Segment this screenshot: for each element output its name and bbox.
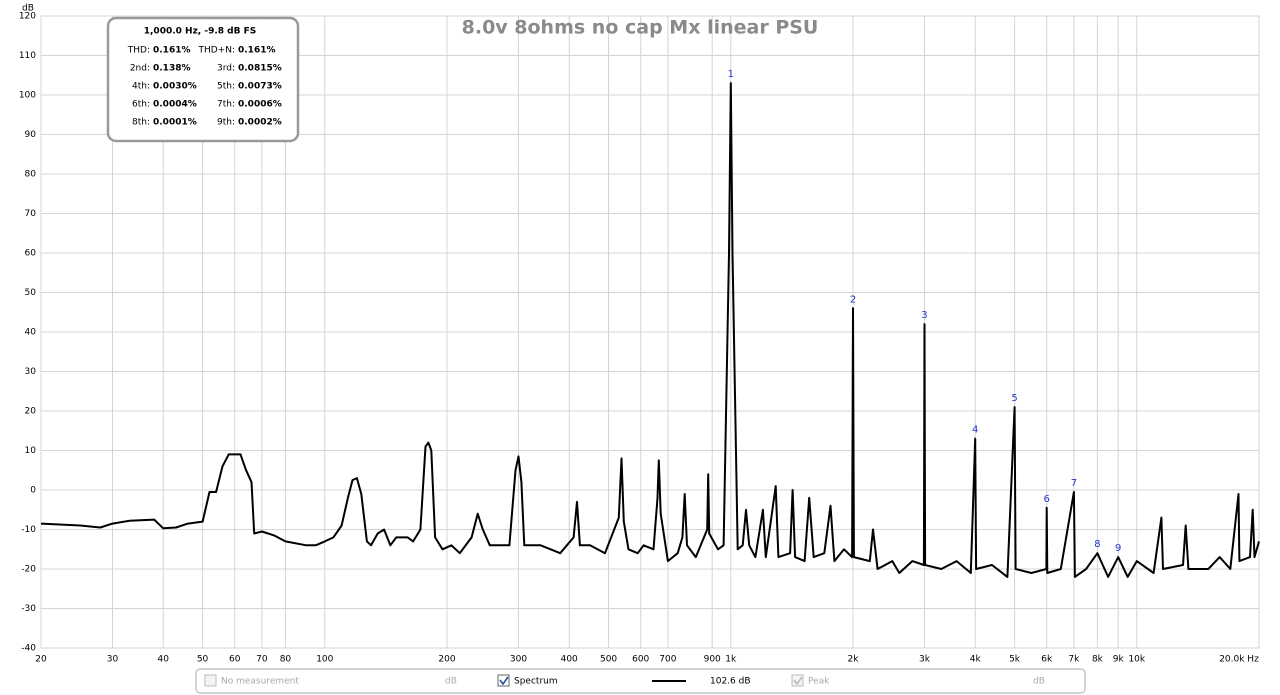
x-tick-label: 40 [157,655,169,665]
x-tick-label: 300 [510,655,527,665]
y-tick-label: 80 [25,170,37,180]
info-value: 0.0002% [238,118,282,128]
x-tick-label: 20 [35,655,47,665]
info-value: 0.0006% [238,100,282,110]
y-tick-label: 40 [25,328,37,338]
legend-value: 102.6 dB [710,677,751,687]
harmonic-label: 2 [850,294,856,305]
y-tick-label: 50 [25,288,37,298]
legend: No measurement dB Spectrum 102.6 dB Peak… [195,668,1086,694]
legend-label: Spectrum [514,677,558,687]
info-value: 0.138% [153,64,191,74]
checkbox[interactable] [791,674,804,687]
info-value: 0.0030% [153,82,197,92]
harmonic-label: 7 [1071,478,1077,489]
harmonic-label: 8 [1094,539,1100,550]
x-tick-label: 70 [256,655,268,665]
harmonic-label: 3 [921,310,927,321]
y-tick-label: -30 [21,604,36,614]
check-mark [499,676,509,686]
info-title: 1,000.0 Hz, -9.8 dB FS [144,27,256,37]
y-tick-label: 20 [25,407,37,417]
info-rows: THD: 0.161% THD+N: 0.161%2nd: 0.138% 3rd: 0.08… [127,46,282,128]
x-tick-label: 50 [197,655,209,665]
x-tick-label: 3k [919,655,931,665]
info-value: 0.0001% [153,118,197,128]
x-tick-label: 2k [848,655,860,665]
x-tick-label: 30 [107,655,119,665]
plot [40,82,1260,578]
info-value: 0.161% [153,46,191,56]
x-tick-label: 20.0k Hz [1219,655,1259,665]
info-label: THD: [127,46,150,56]
legend-label: No measurement [221,677,299,687]
y-tick-label: -40 [21,644,36,654]
x-tick-label: 400 [561,655,578,665]
y-unit: dB [22,4,34,14]
x-tick-label: 9k [1113,655,1125,665]
x-tick-label: 200 [438,655,455,665]
info-label: 6th: [132,100,150,110]
y-tick-label: 90 [25,130,37,140]
info-value: 0.0004% [153,100,197,110]
harmonic-label: 4 [972,425,978,436]
x-tick-label: 80 [280,655,292,665]
x-tick-label: 8k [1092,655,1104,665]
legend-unit: dB [445,677,457,687]
y-tick-label: 0 [30,486,36,496]
y-tick-label: 100 [19,91,36,101]
x-tick-label: 4k [970,655,982,665]
info-label: 7th: [217,100,235,110]
info-value: 0.161% [238,46,276,56]
x-tick-label: 10k [1128,655,1145,665]
info-value: 0.0073% [238,82,282,92]
y-tick-label: 70 [25,209,37,219]
y-tick-label: 30 [25,367,37,377]
x-tick-label: 100 [316,655,333,665]
harmonic-label: 9 [1115,543,1121,554]
y-tick-label: -20 [21,565,36,575]
y-tick-label: -10 [21,525,36,535]
info-label: 9th: [217,118,235,128]
harmonic-label: 1 [728,69,734,80]
x-tick-label: 600 [632,655,649,665]
x-tick-label: 500 [600,655,617,665]
chart-title: 8.0v 8ohms no cap Mx linear PSU [462,17,819,39]
legend-unit: dB [1033,677,1045,687]
x-tick-label: 60 [229,655,241,665]
x-tick-label: 5k [1009,655,1021,665]
y-tick-label: 120 [19,12,36,22]
check-mark [793,676,803,686]
info-label: 8th: [132,118,150,128]
info-box-frame [106,16,300,143]
x-tick-label: 1k [725,655,737,665]
legend-label: Peak [808,677,830,687]
x-tick-label: 7k [1068,655,1080,665]
legend-frame [195,668,1086,694]
info-label: 2nd: [130,64,150,74]
info-label: 3rd: [217,64,235,74]
info-label: 4th: [132,82,150,92]
y-tick-label: 60 [25,249,37,259]
info-value: 0.0815% [238,64,282,74]
x-tick-label: 700 [659,655,676,665]
harmonic-label: 5 [1011,393,1017,404]
info-label: THD+N: [197,46,235,56]
checkbox[interactable] [497,674,510,687]
y-tick-label: 10 [25,446,37,456]
harmonic-label: 6 [1044,494,1050,505]
spectrum-line [40,82,1260,578]
checkbox[interactable] [204,674,217,687]
y-tick-label: 110 [19,51,36,61]
x-tick-label: 900 [704,655,721,665]
info-box: 1,000.0 Hz, -9.8 dB FS THD: 0.161% THD+N: 0… [106,16,300,143]
info-label: 5th: [217,82,235,92]
x-tick-label: 6k [1041,655,1053,665]
